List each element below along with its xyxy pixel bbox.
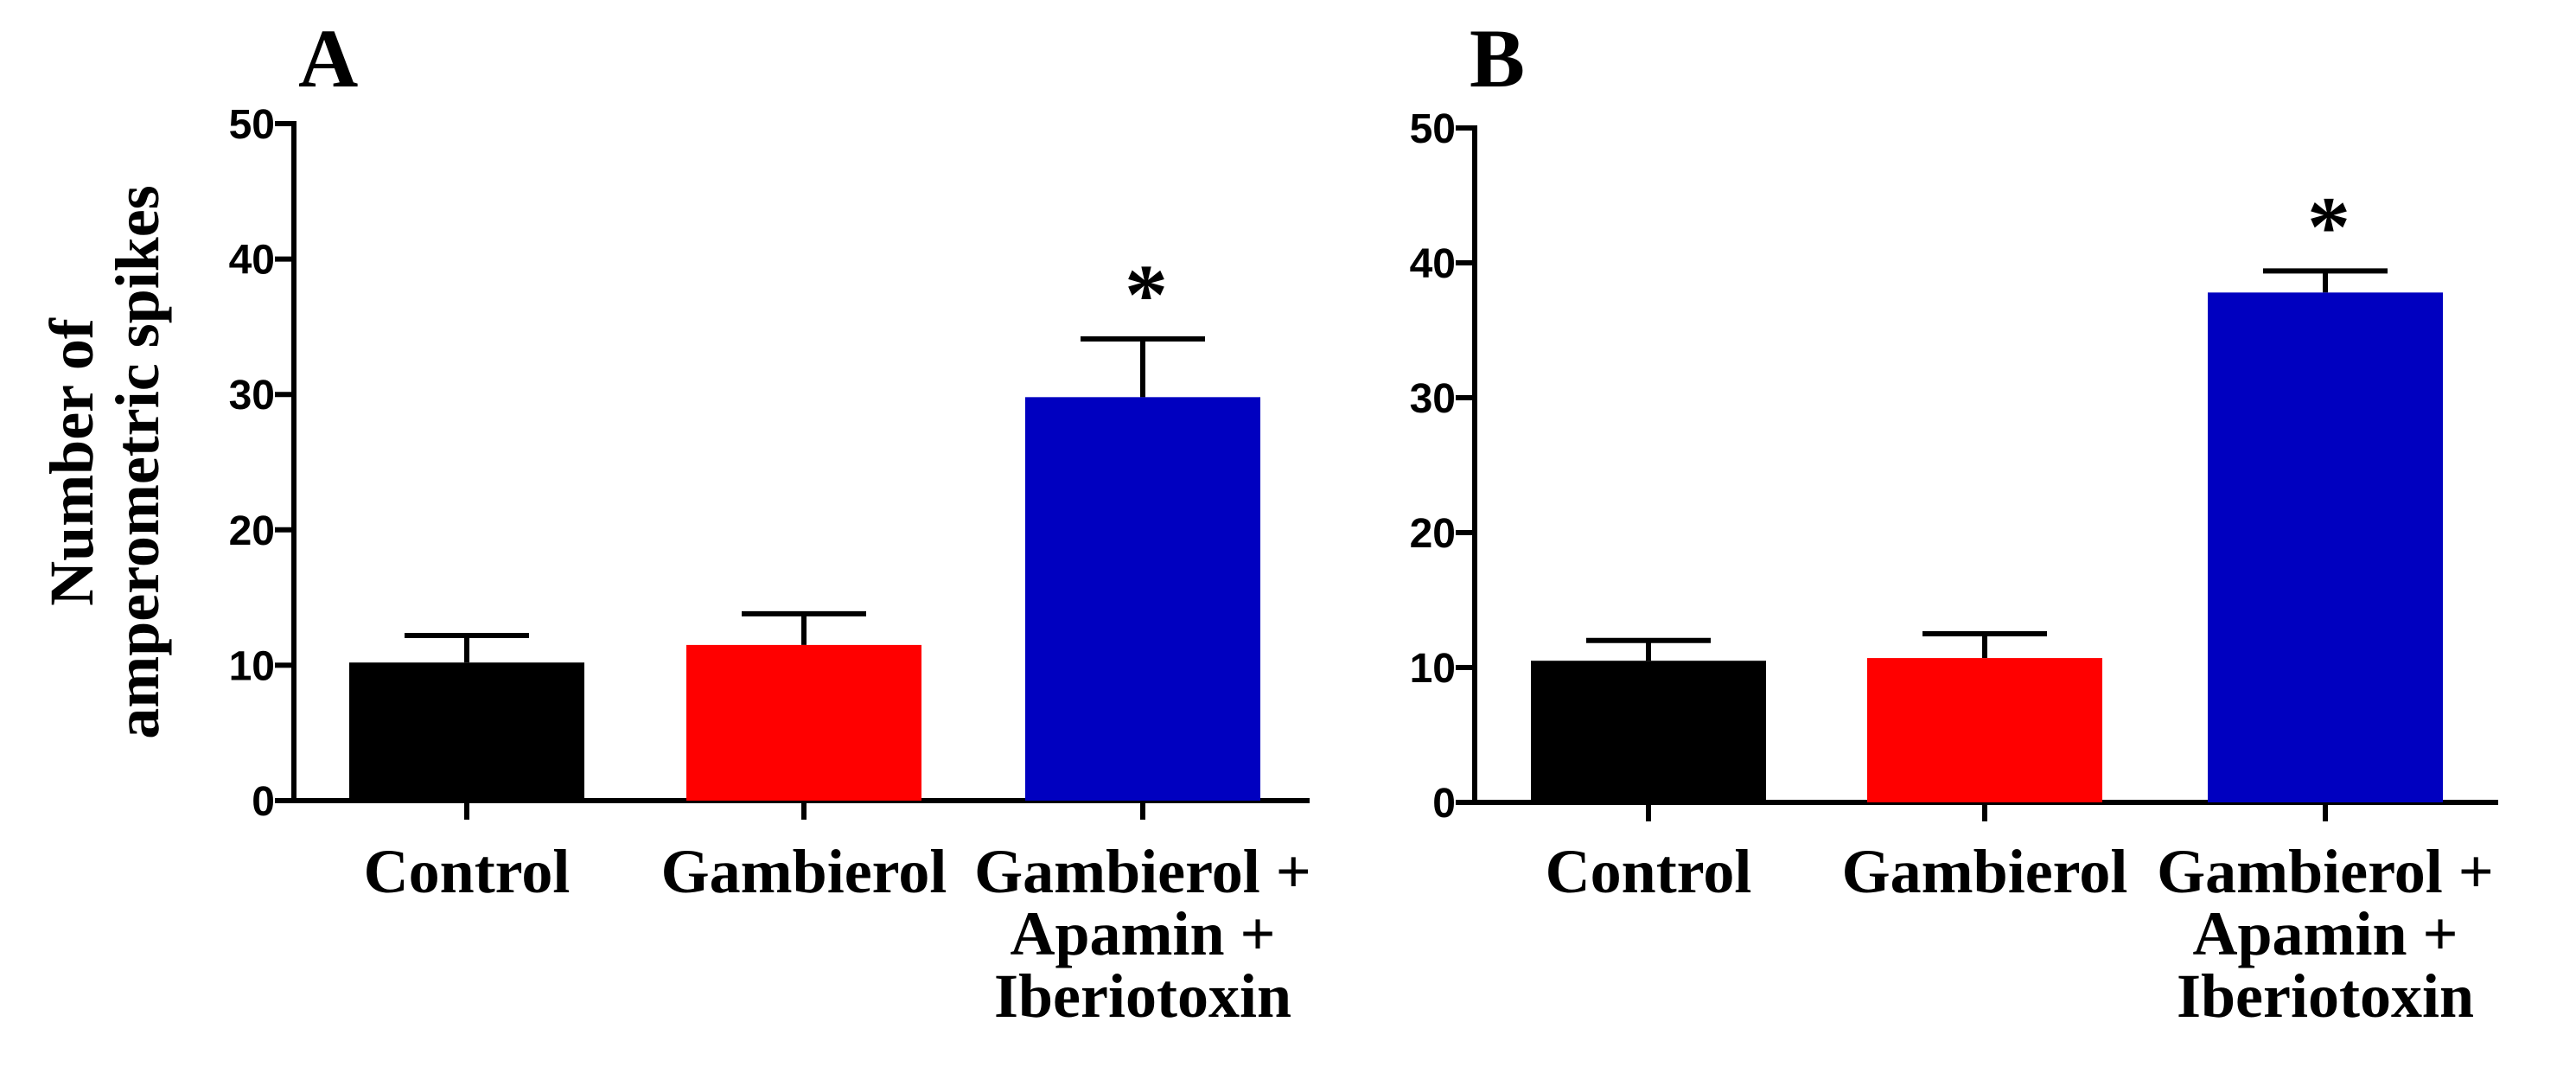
significance-asterisk: * — [1125, 246, 1168, 342]
y-tick-label: 30 — [229, 373, 275, 418]
bar — [1531, 661, 1766, 802]
bar — [686, 644, 921, 801]
x-category-label-line: Iberiotoxin — [2177, 961, 2474, 1031]
significance-asterisk: * — [2307, 178, 2350, 274]
x-category-label: Gambierol + Apamin + Iberiotoxin — [974, 837, 1311, 1031]
y-tick-label: 30 — [1410, 376, 1456, 422]
y-tick-label: 10 — [1410, 646, 1456, 692]
x-category-label: Control — [364, 837, 571, 906]
bar — [1867, 658, 2102, 802]
x-category-label-line: Control — [364, 837, 571, 906]
x-category-label: Gambierol + Apamin + Iberiotoxin — [2157, 837, 2494, 1031]
panel-label: A — [298, 12, 358, 105]
y-axis-label-line: amperometric spikes — [103, 185, 172, 739]
y-tick-label: 50 — [229, 102, 275, 148]
panel-label: B — [1470, 12, 1525, 105]
bar — [349, 662, 584, 801]
y-tick-label: 20 — [229, 508, 275, 554]
x-category-label-line: Gambierol — [1842, 837, 2128, 906]
y-tick-label: 0 — [1432, 781, 1456, 827]
y-tick-label: 40 — [1410, 241, 1456, 287]
x-category-label-line: Iberiotoxin — [994, 961, 1291, 1031]
x-category-label-line: Gambierol + — [974, 837, 1311, 906]
x-category-label: Gambierol — [1842, 837, 2128, 906]
y-tick-label: 40 — [229, 238, 275, 284]
y-tick-label: 20 — [1410, 511, 1456, 557]
x-category-label-line: Gambierol — [661, 837, 947, 906]
x-category-label: Gambierol — [661, 837, 947, 906]
bar — [2208, 292, 2443, 802]
panel-b-chart: B 0 10 20 30 40 50 Control Gambierol Gambierol + A… — [1410, 12, 2498, 1031]
y-tick-label: 10 — [229, 643, 275, 689]
x-category-label-line: Apamin + — [2192, 899, 2458, 968]
x-category-label-line: Control — [1546, 837, 1752, 906]
bar — [1025, 397, 1260, 801]
y-tick-label: 0 — [252, 779, 275, 825]
x-category-label-line: Gambierol + — [2157, 837, 2494, 906]
y-axis-label-line: Number of — [37, 317, 106, 606]
panel-a-chart: A Number ofamperometric spikes 0 10 20 30 40 50… — [37, 12, 1311, 1031]
x-category-label-line: Apamin + — [1010, 899, 1275, 968]
y-axis-label: Number ofamperometric spikes — [37, 185, 172, 739]
y-tick-label: 50 — [1410, 106, 1456, 152]
x-category-label: Control — [1546, 837, 1752, 906]
